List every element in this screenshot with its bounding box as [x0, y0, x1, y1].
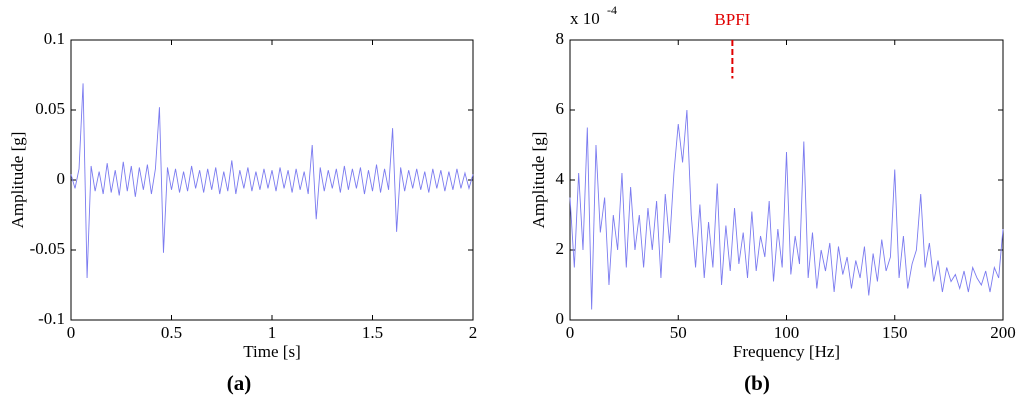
y-tick-label: 0: [556, 309, 565, 328]
y-tick-label: 0.1: [44, 29, 65, 48]
signal-line: [569, 109, 1004, 310]
y-tick-label: -0.1: [38, 309, 65, 328]
x-tick-label: 0.5: [161, 323, 182, 342]
x-tick-label: 200: [990, 323, 1016, 342]
x-axis-label: Time [s]: [243, 342, 300, 361]
x-tick-label: 0: [566, 323, 575, 342]
y-axis-label: Amplitude [g]: [529, 132, 548, 229]
x-tick-label: 2: [469, 323, 478, 342]
panel-label: (a): [227, 371, 252, 395]
x-tick-label: 50: [670, 323, 687, 342]
y-scale-exponent: -4: [607, 3, 617, 17]
x-tick-label: 100: [774, 323, 800, 342]
plot-frame: [569, 39, 1004, 321]
y-tick-label: 0.05: [35, 99, 65, 118]
plot-frame: [70, 39, 474, 321]
y-scale-label: x 10: [570, 9, 600, 28]
panel-label: (b): [744, 371, 770, 395]
x-tick-label: 0: [67, 323, 76, 342]
y-tick-label: -0.05: [30, 239, 65, 258]
y-axis-label: Amplitude [g]: [8, 132, 27, 229]
annotation-text: BPFI: [714, 10, 750, 29]
y-tick-label: 8: [556, 29, 565, 48]
x-tick-label: 1.5: [362, 323, 383, 342]
y-tick-label: 2: [556, 239, 565, 258]
y-tick-label: 6: [556, 99, 565, 118]
y-tick-label: 4: [556, 169, 565, 188]
x-tick-label: 150: [882, 323, 908, 342]
signal-line: [70, 83, 474, 279]
x-axis-label: Frequency [Hz]: [733, 342, 840, 361]
y-tick-label: 0: [57, 169, 66, 188]
x-tick-label: 1: [268, 323, 277, 342]
